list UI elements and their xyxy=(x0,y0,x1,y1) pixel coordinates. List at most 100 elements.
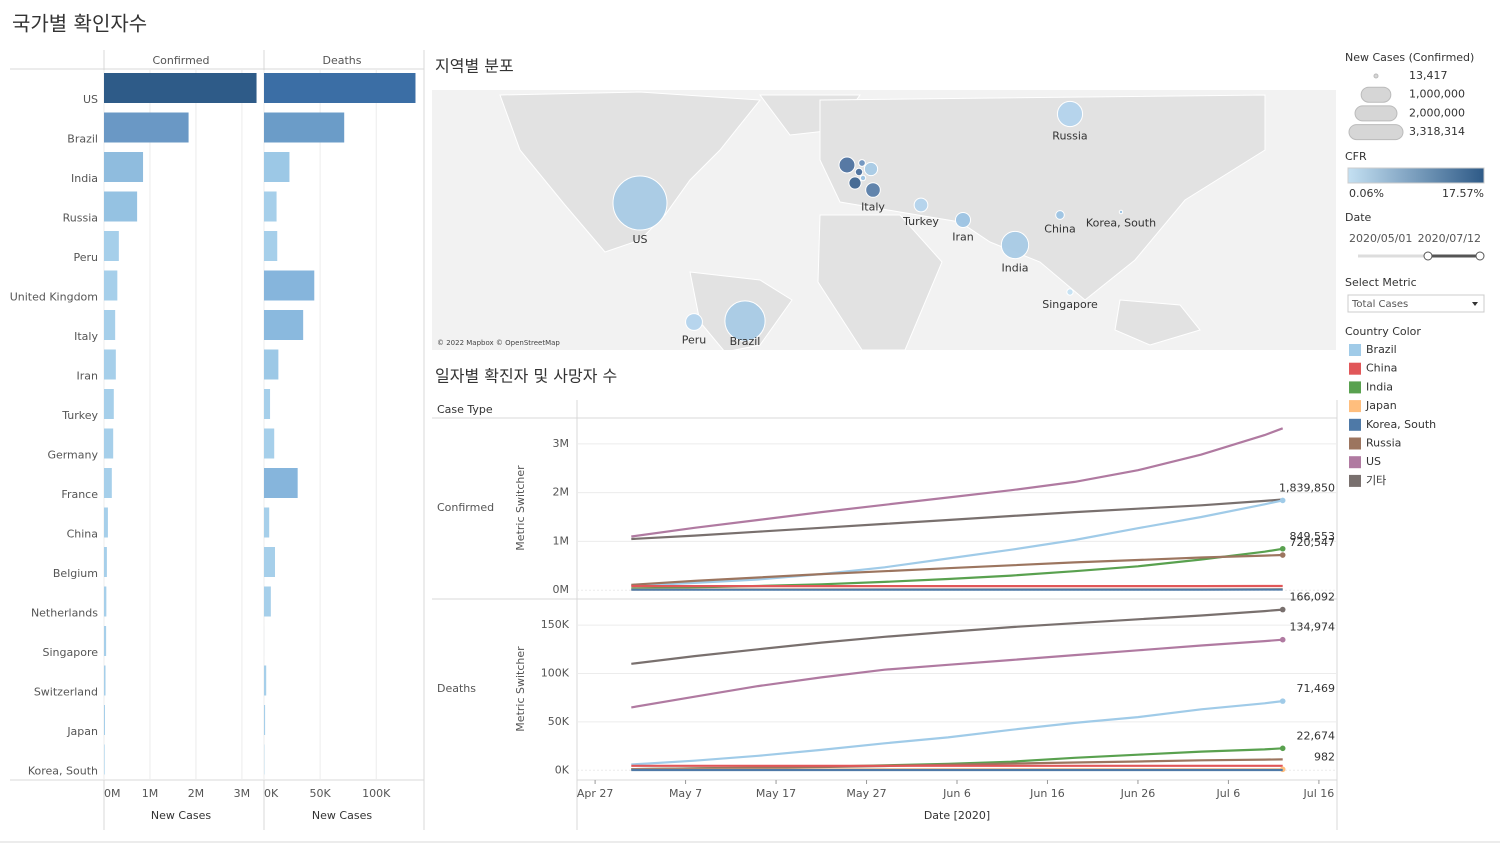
color-label: Russia xyxy=(1366,437,1401,450)
y-axis-label: Metric Switcher xyxy=(514,646,527,732)
category-label: Japan xyxy=(66,725,98,738)
bubble xyxy=(1056,100,1084,128)
size-label: 1,000,000 xyxy=(1409,88,1465,101)
bar xyxy=(264,191,277,222)
legend-title: CFR xyxy=(1345,150,1367,163)
map-label: Peru xyxy=(682,333,707,346)
size-label: 13,417 xyxy=(1409,69,1448,82)
date-handle[interactable] xyxy=(1423,251,1433,261)
bar xyxy=(104,626,107,656)
date-end: 2020/07/12 xyxy=(1418,232,1481,245)
map-base xyxy=(432,90,1336,350)
line-title: 일자별 확진자 및 사망자 수 xyxy=(435,367,617,386)
bar xyxy=(264,112,345,143)
series-line xyxy=(631,427,1284,538)
bubble xyxy=(858,159,866,167)
y-tick-label: 100K xyxy=(541,667,570,680)
series-line xyxy=(631,758,1283,771)
y-axis-label: Metric Switcher xyxy=(514,465,527,551)
map-label: India xyxy=(1002,262,1029,275)
end-label: 720,547 xyxy=(1290,536,1336,549)
series-line xyxy=(631,553,1283,586)
category-label: France xyxy=(61,488,98,501)
color-label: China xyxy=(1366,362,1397,375)
x-tick-label: May 27 xyxy=(846,787,886,800)
color-label: India xyxy=(1366,380,1393,393)
y-tick-label: 50K xyxy=(548,715,570,728)
map-bubbles xyxy=(612,100,1124,342)
category-label: Switzerland xyxy=(34,686,98,699)
end-label: 982 xyxy=(1314,750,1335,763)
bar xyxy=(104,507,108,538)
map-label: US xyxy=(632,233,647,246)
legend-title: Date xyxy=(1345,211,1372,224)
end-point xyxy=(1279,552,1286,558)
x-tick-label: Apr 27 xyxy=(577,787,614,800)
bubble xyxy=(865,182,881,198)
row-label: Deaths xyxy=(437,682,476,695)
panel-header: Deaths xyxy=(323,54,362,67)
x-tick-label: Jun 16 xyxy=(1029,787,1065,800)
bar xyxy=(104,705,105,735)
color-swatch xyxy=(1349,418,1361,431)
map-label: Korea, South xyxy=(1086,217,1156,230)
row-label: Confirmed xyxy=(437,501,494,514)
bar xyxy=(104,73,257,103)
size-swatch xyxy=(1354,105,1398,122)
map-attribution: © 2022 Mapbox © OpenStreetMap xyxy=(437,339,560,347)
bubble xyxy=(612,175,668,231)
category-label: Korea, South xyxy=(28,765,98,778)
color-swatch xyxy=(1349,474,1361,487)
bar xyxy=(104,468,112,498)
x-tick-label: 50K xyxy=(310,787,332,800)
size-label: 2,000,000 xyxy=(1409,106,1465,119)
map-label: Turkey xyxy=(902,215,939,228)
series-line xyxy=(631,638,1283,709)
row-header: Case Type xyxy=(437,403,493,416)
map-label: Iran xyxy=(952,231,974,244)
category-label: Germany xyxy=(47,449,98,462)
bubble xyxy=(859,174,867,182)
category-label: Italy xyxy=(74,330,98,343)
category-label: United Kingdom xyxy=(10,291,98,304)
bar xyxy=(104,349,116,380)
color-swatch xyxy=(1349,344,1361,356)
bubble xyxy=(854,167,864,177)
x-tick-label: 100K xyxy=(362,787,391,800)
bar xyxy=(104,152,144,182)
series-line xyxy=(631,498,1283,541)
x-tick-label: 1M xyxy=(142,787,159,800)
category-label: Russia xyxy=(63,212,98,225)
legend-title: Country Color xyxy=(1345,325,1421,338)
bubble xyxy=(954,211,972,229)
legend-title: New Cases (Confirmed) xyxy=(1345,51,1474,64)
bar xyxy=(264,586,271,617)
dropdown-arrow xyxy=(1472,302,1478,306)
bar xyxy=(264,231,278,261)
bubble xyxy=(1066,288,1074,296)
color-label: US xyxy=(1366,455,1381,468)
date-handle[interactable] xyxy=(1475,251,1485,261)
end-label: 849,553 xyxy=(1290,530,1336,543)
category-label: Singapore xyxy=(43,646,99,659)
map-label: Italy xyxy=(861,200,885,213)
end-label: 22,674 xyxy=(1297,729,1336,742)
x-tick-label: Jun 6 xyxy=(942,787,971,800)
bar xyxy=(264,507,270,538)
bubble xyxy=(863,161,879,177)
series-line xyxy=(631,608,1283,665)
metric-dropdown[interactable] xyxy=(1347,294,1485,313)
bar xyxy=(264,665,267,696)
x-axis-label: New Cases xyxy=(312,809,372,822)
bar xyxy=(264,73,416,103)
map-label: Singapore xyxy=(1042,298,1098,311)
bubble xyxy=(1118,209,1124,215)
x-tick-label: Jul 6 xyxy=(1216,787,1241,800)
map-label: China xyxy=(1044,222,1075,235)
end-label: 71,469 xyxy=(1297,682,1336,695)
bubble xyxy=(848,176,862,190)
bubble xyxy=(1055,210,1065,220)
y-tick-label: 0K xyxy=(555,763,570,776)
bar xyxy=(264,349,279,380)
end-label: 166,092 xyxy=(1290,591,1336,604)
